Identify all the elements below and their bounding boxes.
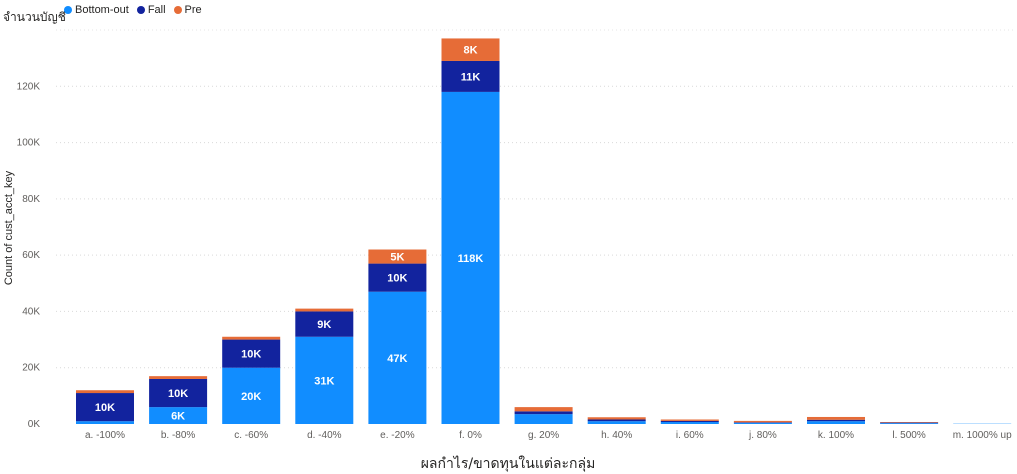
bar-bottom-out (76, 421, 134, 424)
x-tick-label: c. -60% (234, 430, 268, 441)
legend-marker (136, 6, 145, 14)
legend-label: Bottom-out (75, 4, 129, 16)
bar-pre (76, 390, 134, 394)
legend-item-fall[interactable]: Fall (136, 4, 166, 16)
bar-bottom-out (222, 367, 281, 424)
bar-pre (880, 422, 939, 423)
x-tick-label: l. 500% (892, 430, 925, 441)
x-tick-label: a. -100% (85, 430, 125, 441)
x-tick-label: d. -40% (307, 430, 342, 441)
x-tick-label: f. 0% (459, 430, 482, 441)
legend-label: Pre (184, 4, 202, 16)
bar-pre (733, 420, 792, 423)
data-label: 47K (387, 353, 407, 365)
bar-fall (441, 60, 500, 92)
bar-pre (222, 336, 281, 340)
bar-bottom-out (733, 422, 792, 424)
bar-fall (733, 422, 792, 423)
legend-item-bottom-out[interactable]: Bottom-out (64, 4, 129, 16)
legend-label: Fall (147, 4, 166, 16)
bar-fall (222, 339, 281, 368)
bar-fall (295, 311, 354, 337)
bar-bottom-out (587, 421, 646, 424)
x-tick-label: b. -80% (161, 430, 196, 441)
bar-bottom-out (514, 414, 573, 424)
bar-bottom-out (149, 407, 208, 424)
y-axis-title: Count of cust_acct_key (3, 170, 15, 285)
y-tick-label: 100K (17, 138, 41, 149)
data-label: 9K (317, 319, 331, 331)
bar-pre (660, 419, 719, 421)
bar-fall (587, 419, 646, 422)
bar-bottom-out (660, 422, 719, 424)
bar-fall (514, 411, 573, 415)
legend-marker (64, 6, 72, 14)
bar-pre (587, 417, 646, 420)
bar-fall (368, 263, 427, 292)
bar-pre (149, 376, 208, 379)
y-tick-label: 0K (28, 419, 41, 430)
data-label: 5K (390, 252, 404, 264)
data-label: 118K (458, 253, 484, 265)
data-label: 6K (171, 411, 185, 423)
legend-marker (173, 6, 182, 14)
x-tick-label: m. 1000% up (953, 430, 1012, 441)
legend-item-pre[interactable]: Pre (173, 4, 202, 16)
data-label: 10K (95, 402, 115, 414)
x-tick-label: g. 20% (528, 430, 559, 441)
x-tick-label: i. 60% (676, 430, 704, 441)
bar-fall (880, 422, 939, 424)
data-label: 11K (461, 71, 481, 83)
bar-bottom-out (880, 423, 939, 424)
y-tick-label: 20K (22, 363, 40, 374)
bar-pre (807, 416, 865, 420)
data-label: 8K (463, 45, 477, 57)
x-tick-label: j. 80% (748, 430, 777, 441)
bar-fall (660, 420, 719, 423)
bar-pre (295, 308, 354, 312)
y-tick-label: 80K (22, 194, 40, 205)
data-label: 31K (314, 375, 334, 387)
x-tick-label: e. -20% (380, 430, 415, 441)
bar-fall (76, 393, 134, 422)
y-tick-label: 120K (17, 81, 41, 92)
bar-bottom-out (368, 291, 427, 424)
data-label: 20K (241, 391, 261, 403)
bar-fall (807, 419, 865, 422)
bar-bottom-out (807, 421, 865, 424)
x-tick-label: h. 40% (601, 430, 632, 441)
bar-fall (149, 378, 208, 408)
x-tick-label: k. 100% (818, 430, 854, 441)
data-label: 10K (168, 388, 188, 400)
data-label: 10K (387, 273, 407, 285)
bar-pre (441, 38, 500, 61)
bar-pre (368, 249, 427, 264)
chart-header-title: จำนวนบัญชี (3, 10, 66, 24)
legend: Bottom-out Fall Pre (64, 4, 210, 16)
data-label: 10K (241, 349, 261, 361)
bar-pre (514, 407, 573, 412)
bar-bottom-out (441, 91, 500, 425)
bar-bottom-out (295, 336, 354, 424)
y-tick-label: 40K (22, 306, 40, 317)
y-tick-label: 60K (22, 250, 40, 261)
x-axis-title: ผลกำไร/ขาดทุนในแต่ละกลุ่ม (421, 455, 596, 472)
